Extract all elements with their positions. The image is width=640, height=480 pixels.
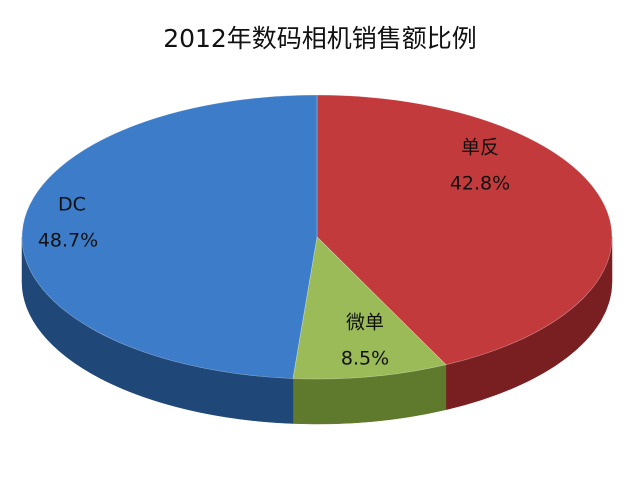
value-label: 42.8% [450, 173, 510, 195]
slice-label: 单反 [461, 137, 499, 159]
chart-title: 2012年数码相机销售额比例 [163, 24, 477, 53]
value-label: 48.7% [38, 230, 98, 252]
slice-label: DC [58, 194, 86, 216]
slice [21, 94, 318, 379]
slice [292, 236, 447, 380]
slice [316, 94, 613, 366]
slice-label: 微单 [346, 312, 384, 334]
value-label: 8.5% [341, 348, 389, 370]
